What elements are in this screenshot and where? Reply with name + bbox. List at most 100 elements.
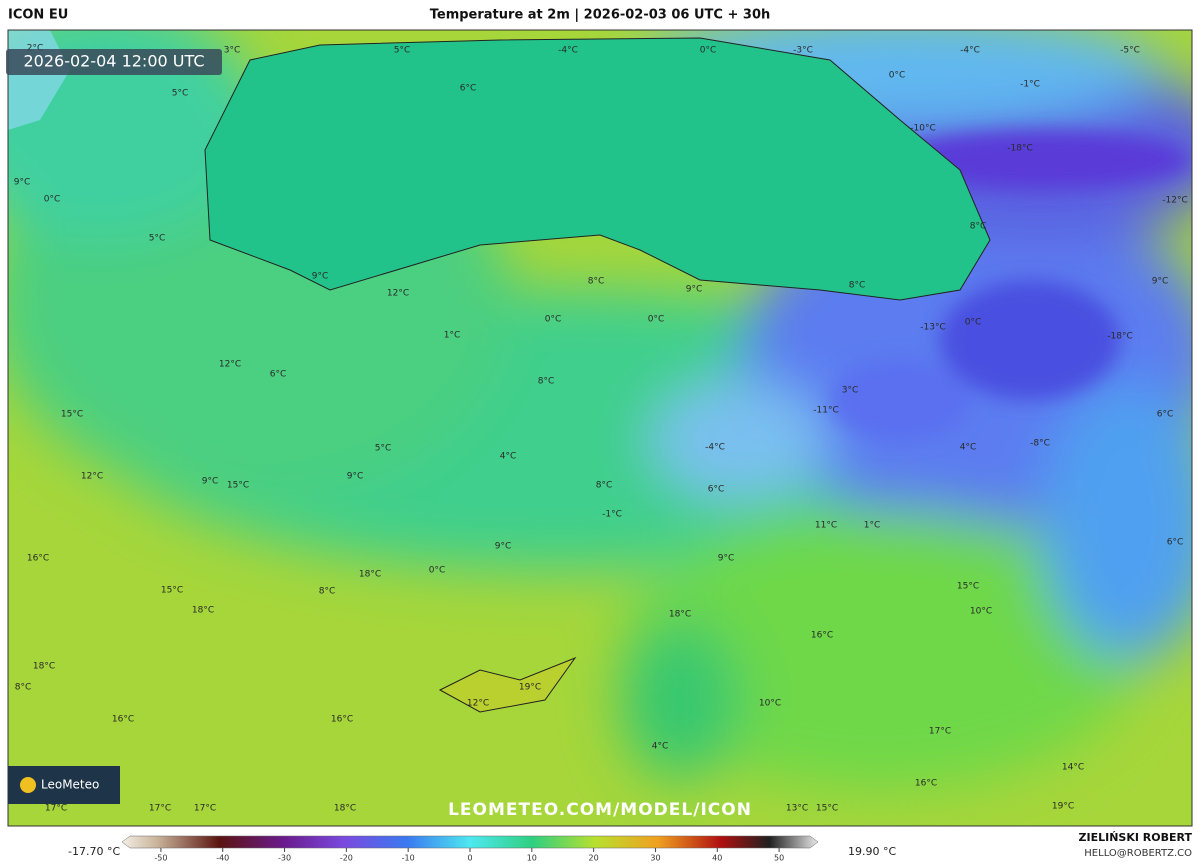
temperature-label: -4°C [960,46,980,56]
temperature-label: 4°C [500,452,517,462]
map [8,30,1192,826]
temperature-label: -4°C [705,443,725,453]
temperature-label: 5°C [394,46,411,56]
temperature-label: 18°C [669,610,691,620]
temperature-label: 18°C [334,804,356,814]
temperature-label: 9°C [718,554,735,564]
temperature-label: 2°C [27,44,44,54]
temperature-label: 8°C [588,277,605,287]
temperature-label: 11°C [815,521,837,531]
colorbar-tick-label: 0 [467,854,472,863]
temperature-label: 9°C [1152,277,1169,287]
temperature-label: 9°C [495,542,512,552]
colorbar-tick-label: -30 [278,854,291,863]
temperature-label: 9°C [312,272,329,282]
model-name: ICON EU [8,8,68,23]
temperature-label: -10°C [910,124,935,134]
temperature-label: 0°C [889,71,906,81]
temperature-label: -18°C [1007,144,1032,154]
temperature-label: 8°C [849,281,866,291]
temperature-label: 12°C [219,360,241,370]
temperature-label: 18°C [359,570,381,580]
temperature-label: 6°C [1167,538,1184,548]
temperature-label: 13°C [786,804,808,814]
colorbar-tick-label: -40 [216,854,229,863]
temperature-label: 15°C [227,481,249,491]
timestamp: 2026-02-04 12:00 UTC [24,52,205,71]
temperature-label: 12°C [81,472,103,482]
timestamp-box [6,49,222,75]
temperature-label: 12°C [467,699,489,709]
temperature-label: 5°C [375,444,392,454]
temperature-label: 3°C [224,46,241,56]
temperature-label: 10°C [759,699,781,709]
temperature-label: 6°C [270,370,287,380]
map-title: Temperature at 2m | 2026-02-03 06 UTC + … [430,8,771,23]
colorbar-tick-label: 30 [650,854,660,863]
temperature-label: 19°C [519,683,541,693]
temperature-label: 16°C [331,715,353,725]
credit-name: ZIELIŃSKI ROBERT [1079,831,1193,844]
temperature-label: -5°C [1120,46,1140,56]
temperature-label: -1°C [1020,80,1040,90]
temperature-label: 9°C [347,472,364,482]
temperature-label: -4°C [558,46,578,56]
temperature-label: 1°C [444,331,461,341]
temperature-label: -11°C [813,406,838,416]
temperature-labels: 2°C 3°C 5°C -4°C 0°C -3°C -4°C -5°C 0°C -1°C 5°C 6°… [14,44,1188,814]
temperature-label: -18°C [1107,332,1132,342]
temperature-label: 16°C [112,715,134,725]
logo-text: LeoMeteo [41,778,99,792]
colorbar [121,835,819,849]
temperature-label: -1°C [602,510,622,520]
colorbar-tick-label: 40 [712,854,722,863]
temperature-label: 4°C [652,742,669,752]
temperature-label: 0°C [648,315,665,325]
temperature-label: 15°C [816,804,838,814]
legend-max: 19.90 °C [848,845,896,858]
temperature-label: 0°C [545,315,562,325]
temperature-label: 19°C [1052,802,1074,812]
temperature-label: 8°C [596,481,613,491]
temperature-label: 18°C [192,606,214,616]
temperature-label: 17°C [45,804,67,814]
temperature-label: 16°C [811,631,833,641]
temperature-label: 14°C [1062,763,1084,773]
temperature-label: 6°C [708,485,725,495]
temperature-label: 6°C [460,84,477,94]
temperature-label: 9°C [686,285,703,295]
credit-email: HELLO@ROBERTZ.CO [1084,848,1192,859]
temperature-label: 0°C [965,318,982,328]
temperature-label: 8°C [538,377,555,387]
temperature-label: 1°C [864,521,881,531]
temperature-label: -8°C [1030,439,1050,449]
logo-sun [20,777,36,793]
temperature-label: 3°C [842,386,859,396]
temperature-label: -12°C [1162,196,1187,206]
temperature-label: -3°C [793,46,813,56]
temperature-label: 15°C [161,586,183,596]
temperature-label: 9°C [202,477,219,487]
temperature-label: 17°C [194,804,216,814]
temperature-label: 9°C [14,178,31,188]
temperature-label: 15°C [957,582,979,592]
temperature-label: 8°C [970,222,987,232]
temperature-label: 17°C [929,727,951,737]
colorbar-tick-label: 10 [527,854,537,863]
colorbar-tick-label: -10 [402,854,415,863]
temperature-label: 16°C [27,554,49,564]
legend-min: -17.70 °C [68,845,120,858]
temperature-label: 0°C [429,566,446,576]
colorbar-tick-label: 20 [589,854,599,863]
temperature-label: 8°C [15,683,32,693]
temperature-label: 5°C [149,234,166,244]
watermark: LEOMETEO.COM/MODEL/ICON [448,800,752,820]
colorbar-tick-label: -50 [154,854,167,863]
temperature-label: 0°C [44,195,61,205]
temperature-label: -13°C [920,323,945,333]
temperature-label: 15°C [61,410,83,420]
colorbar-ticks: -50 -40 -30 -20 -10 0 10 20 30 40 50 [154,848,784,863]
temperature-label: 0°C [700,46,717,56]
temperature-label: 18°C [33,662,55,672]
